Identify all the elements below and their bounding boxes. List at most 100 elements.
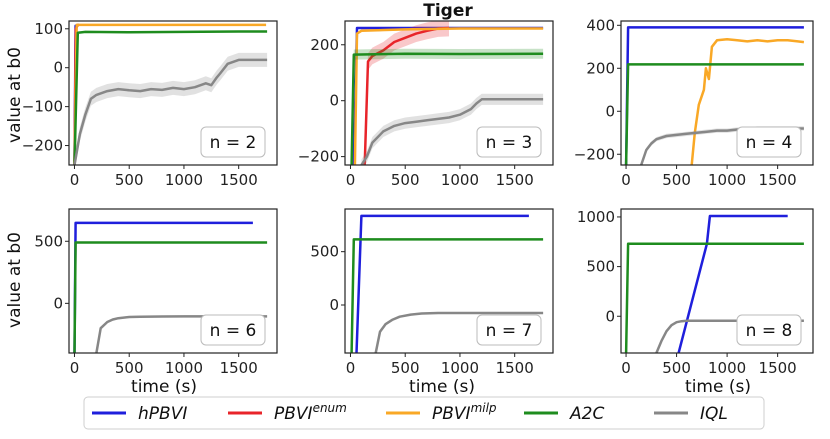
x-axis-label-col2: time (s)	[409, 377, 475, 397]
x-tick-label: 500	[391, 171, 420, 189]
x-tick-label: 1500	[220, 171, 258, 189]
panel-label: n = 3	[486, 133, 533, 153]
band-IQL	[641, 126, 804, 165]
subplot-1: 0 500 1000 1500 −200 −100 0 100 n = 2	[22, 20, 278, 189]
x-tick-label: 500	[115, 171, 144, 189]
y-tick-label: 0	[329, 296, 339, 314]
legend-box	[83, 396, 765, 430]
x-axis-label-col3: time (s)	[685, 377, 751, 397]
x-tick-label: 1000	[708, 171, 746, 189]
x-tick-label: 500	[391, 359, 420, 377]
x-tick-label: 1000	[441, 359, 479, 377]
axes-frame	[620, 208, 814, 354]
x-tick-label: 1500	[759, 171, 797, 189]
axes-frame	[344, 20, 554, 166]
axes-frame	[620, 20, 814, 166]
x-tick-label: 1500	[496, 359, 534, 377]
series-PBVI_milp	[690, 38, 805, 165]
panel-label-box	[736, 314, 802, 346]
y-tick-label: 200	[310, 36, 339, 54]
y-axis-label-row1: value at b0	[5, 47, 25, 143]
x-axis-label-col1: time (s)	[131, 377, 197, 397]
series-IQL	[73, 58, 268, 165]
x-tick-label: 500	[662, 171, 691, 189]
panel-label: n = 4	[746, 133, 793, 153]
y-tick-label: −100	[22, 98, 63, 116]
legend-item-A2C: A2C	[524, 404, 604, 424]
panel-label-box	[476, 314, 542, 346]
subplot-5: 0 500 1000 1500 0 500 n = 7	[310, 208, 554, 377]
y-tick-label: 0	[329, 92, 339, 110]
plot-area	[73, 23, 268, 165]
x-tick-label: 0	[346, 359, 356, 377]
series-A2C	[350, 52, 544, 165]
y-tick-label: 0	[53, 294, 63, 312]
x-tick-label: 1500	[220, 359, 258, 377]
series-A2C	[624, 242, 804, 353]
y-tick-label: 400	[586, 16, 615, 34]
panel-label: n = 2	[210, 133, 257, 153]
x-tick-label: 0	[70, 359, 80, 377]
legend-label: A2C	[569, 404, 604, 424]
band-PBVI_enum	[364, 21, 449, 165]
band-IQL	[361, 93, 544, 165]
axes-frame	[68, 208, 278, 354]
panel-label: n = 6	[210, 321, 257, 341]
panel-label: n = 8	[746, 321, 793, 341]
legend-item-hPBVI: hPBVI	[92, 404, 187, 424]
y-tick-label: −200	[574, 145, 615, 163]
legend-item-IQL: IQL	[654, 404, 728, 424]
subplot-3: 0 500 1000 1500 −200 0 200 400 n = 4	[574, 16, 814, 189]
y-tick-label: 0	[605, 102, 615, 120]
x-tick-label: 1500	[759, 359, 797, 377]
y-tick-label: 200	[586, 59, 615, 77]
y-tick-label: 0	[605, 307, 615, 325]
series-A2C	[350, 238, 544, 353]
series-IQL	[374, 311, 544, 353]
x-tick-label: 0	[621, 359, 631, 377]
panel-label: n = 7	[486, 321, 533, 341]
x-tick-label: 1000	[165, 359, 203, 377]
axes-frame	[344, 208, 554, 354]
x-tick-label: 1000	[708, 359, 746, 377]
legend-label: IQL	[700, 404, 728, 424]
series-A2C	[624, 63, 804, 165]
y-axis-label-row2: value at b0	[5, 232, 25, 328]
x-tick-label: 1500	[496, 171, 534, 189]
y-tick-label: 500	[586, 258, 615, 276]
x-tick-label: 0	[346, 171, 356, 189]
y-tick-label: 500	[34, 232, 63, 250]
legend: hPBVI PBVIenum PBVImilp A2C IQL	[83, 396, 765, 430]
panel-label-box	[200, 314, 266, 346]
x-tick-label: 500	[115, 359, 144, 377]
x-tick-label: 1000	[441, 171, 479, 189]
legend-label: hPBVI	[138, 404, 187, 424]
x-tick-label: 500	[662, 359, 691, 377]
panel-label-box	[736, 126, 802, 158]
y-tick-label: 0	[53, 59, 63, 77]
series-IQL	[360, 98, 544, 165]
plot-area	[350, 214, 544, 353]
plot-area	[350, 21, 544, 165]
axes-frame	[68, 20, 278, 166]
y-tick-label: 500	[310, 243, 339, 261]
subplot-grid: 0 500 1000 1500 −200 −100 0 100 n = 2 0 500 1000 150…	[22, 16, 814, 377]
subplot-2: 0 500 1000 1500 −200 0 200 n = 3	[298, 20, 554, 189]
series-hPBVI	[677, 214, 788, 353]
x-tick-label: 0	[621, 171, 631, 189]
panel-label-box	[200, 126, 266, 158]
panel-label-box	[476, 126, 542, 158]
y-tick-label: 1000	[577, 208, 615, 226]
x-tick-label: 0	[70, 171, 80, 189]
subplot-4: 0 500 1000 1500 0 500 n = 6	[34, 208, 278, 377]
series-A2C	[73, 30, 268, 165]
y-tick-label: 100	[34, 20, 63, 38]
band-IQL	[74, 52, 268, 165]
x-tick-label: 1000	[165, 171, 203, 189]
series-hPBVI	[355, 214, 529, 353]
y-tick-label: −200	[298, 148, 339, 166]
series-A2C	[73, 241, 268, 353]
y-tick-label: −200	[22, 137, 63, 155]
